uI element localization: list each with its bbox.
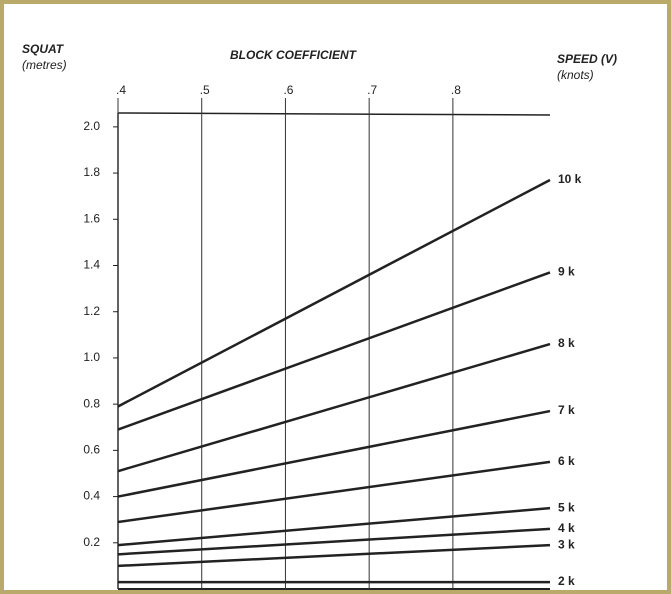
series-label: 2 k (558, 574, 575, 588)
chart-title: BLOCK COEFFICIENT (230, 48, 358, 62)
series-label: 9 k (558, 265, 575, 279)
speed-line (117, 342, 551, 473)
y-tick-label: 0.2 (83, 535, 100, 549)
series-label: 6 k (558, 454, 575, 468)
speed-line (117, 506, 551, 547)
y-axis-unit: (metres) (22, 58, 67, 72)
legend-unit: (knots) (557, 68, 594, 82)
series-label: 5 k (558, 500, 575, 514)
x-tick-label: .6 (283, 83, 293, 97)
y-tick-label: 0.4 (83, 489, 100, 503)
series-label: 3 k (558, 537, 575, 551)
x-tick-label: .4 (116, 83, 126, 97)
speed-line (117, 543, 551, 568)
x-tick-label: .5 (200, 83, 210, 97)
y-tick-label: 1.4 (83, 258, 100, 272)
y-tick-label: 1.6 (83, 211, 100, 225)
y-tick-label: 1.2 (83, 304, 100, 318)
y-axis-title: SQUAT (22, 42, 65, 56)
y-tick-label: 2.0 (83, 119, 100, 133)
series-label: 8 k (558, 336, 575, 350)
speed-line (117, 409, 551, 498)
series-label: 7 k (558, 403, 575, 417)
legend-title: SPEED (V) (557, 52, 617, 66)
series-label: 4 k (558, 521, 575, 535)
y-tick-label: 1.8 (83, 165, 100, 179)
x-tick-label: .8 (451, 83, 461, 97)
speed-line (117, 178, 551, 408)
y-tick-label: 0.8 (83, 396, 100, 410)
speed-line (117, 527, 551, 556)
x-tick-label: .7 (367, 83, 377, 97)
speed-line (117, 271, 551, 431)
speed-line (117, 460, 551, 524)
y-tick-label: 0.6 (83, 443, 100, 457)
series-label: 10 k (558, 172, 582, 186)
y-tick-label: 1.0 (83, 350, 100, 364)
x-axis-top (117, 112, 551, 116)
